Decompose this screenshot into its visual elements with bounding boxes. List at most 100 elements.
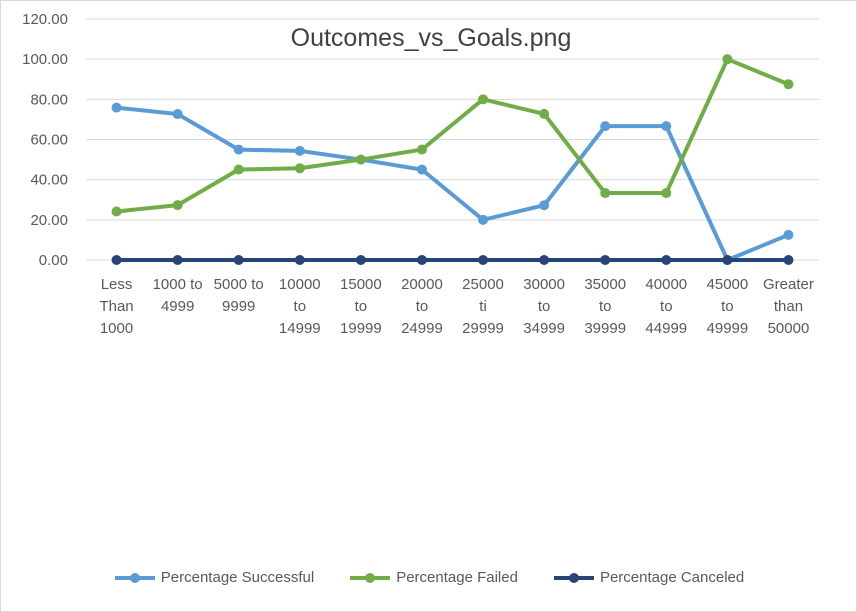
legend-item: Percentage Canceled	[552, 569, 744, 586]
y-tick-label: 60.00	[30, 132, 68, 149]
data-point-percentage-canceled	[416, 255, 427, 265]
x-tick-label-line: to	[538, 298, 551, 315]
data-point-percentage-failed	[783, 79, 794, 90]
data-point-percentage-successful	[416, 164, 427, 175]
x-tick-label-line: 1000 to	[153, 276, 203, 293]
x-tick-label-line: 24999	[401, 320, 443, 337]
x-tick-label-line: 5000 to	[214, 276, 264, 293]
x-tick-label-line: ti	[479, 298, 487, 315]
x-tick-label-line: 35000	[584, 276, 626, 293]
data-point-percentage-canceled	[233, 255, 244, 265]
data-point-percentage-successful	[478, 214, 489, 225]
data-point-percentage-successful	[233, 144, 244, 155]
data-point-percentage-failed	[233, 164, 244, 175]
x-tick-label: 25000 ti 29999	[462, 276, 504, 337]
data-point-percentage-canceled	[600, 255, 611, 265]
data-point-percentage-successful	[111, 102, 122, 113]
x-tick-label-line: than	[774, 298, 803, 315]
x-axis-tick-labels: Less Than 1000 1000 to 4999 5000 to 9999 10000 t…	[99, 276, 813, 337]
x-tick-label: 1000 to 4999	[153, 276, 203, 315]
x-tick-label-line: 45000	[707, 276, 749, 293]
data-point-percentage-successful	[294, 145, 305, 156]
data-point-percentage-failed	[661, 188, 672, 199]
x-tick-label-line: 29999	[462, 320, 504, 337]
x-tick-label: 20000 to 24999	[401, 276, 443, 337]
x-tick-label: 35000 to 39999	[584, 276, 626, 337]
x-tick-label: 10000 to 14999	[279, 276, 321, 337]
data-point-percentage-successful	[661, 121, 672, 132]
y-tick-label: 20.00	[30, 212, 68, 229]
legend-swatch	[350, 572, 391, 583]
series-percentage-failed	[111, 54, 794, 217]
series-percentage-canceled	[111, 255, 794, 265]
x-tick-label-line: 30000	[523, 276, 565, 293]
y-tick-label: 40.00	[30, 172, 68, 189]
legend-item: Percentage Successful	[113, 569, 314, 586]
x-tick-label-line: Less	[101, 276, 133, 293]
x-tick-label-line: 39999	[584, 320, 626, 337]
x-tick-label-line: 15000	[340, 276, 382, 293]
legend-swatch	[553, 572, 594, 583]
data-point-percentage-successful	[539, 200, 550, 211]
x-tick-label-line: 9999	[222, 298, 255, 315]
y-tick-label: 80.00	[30, 91, 68, 108]
line-chart: Outcomes_vs_Goals.png 0.00 20.00 40.00 60.0…	[22, 11, 819, 337]
legend-swatch-marker	[365, 572, 376, 583]
data-point-percentage-successful	[172, 109, 183, 120]
data-point-percentage-canceled	[111, 255, 122, 265]
legend-label: Percentage Canceled	[599, 569, 745, 586]
data-point-percentage-failed	[539, 108, 550, 119]
x-tick-label-line: 14999	[279, 320, 321, 337]
data-point-percentage-canceled	[539, 255, 550, 265]
data-point-percentage-canceled	[294, 255, 305, 265]
data-point-percentage-failed	[111, 206, 122, 217]
y-axis-tick-labels: 0.00 20.00 40.00 60.00 80.00 100.00 120.00	[22, 11, 68, 269]
x-tick-label-line: 4999	[161, 298, 194, 315]
x-tick-label-line: to	[355, 298, 368, 315]
x-tick-label-line: 40000	[645, 276, 687, 293]
x-tick-label: 15000 to 19999	[340, 276, 382, 337]
gridlines	[86, 18, 819, 261]
x-tick-label-line: 10000	[279, 276, 321, 293]
series-line-percentage-successful	[114, 105, 791, 262]
data-point-percentage-canceled	[172, 255, 183, 265]
x-tick-label-line: 34999	[523, 320, 565, 337]
x-tick-label: 5000 to 9999	[214, 276, 264, 315]
legend-item: Percentage Failed	[348, 569, 518, 586]
x-tick-label-line: to	[294, 298, 307, 315]
data-point-percentage-canceled	[478, 255, 489, 265]
legend-label: Percentage Failed	[396, 569, 518, 586]
data-point-percentage-successful	[783, 229, 794, 240]
data-point-percentage-failed	[294, 163, 305, 174]
series-line-percentage-failed	[114, 57, 791, 214]
x-tick-label-line: 44999	[645, 320, 687, 337]
data-point-percentage-successful	[600, 121, 611, 132]
x-tick-label: Greater than 50000	[763, 276, 814, 337]
legend-label: Percentage Successful	[160, 569, 315, 586]
x-tick-label-line: Than	[99, 298, 133, 315]
x-tick-label: 40000 to 44999	[645, 276, 687, 337]
data-point-percentage-canceled	[661, 255, 672, 265]
data-point-percentage-failed	[722, 54, 733, 65]
legend-swatch	[114, 572, 155, 583]
x-tick-label-line: Greater	[763, 276, 814, 293]
x-tick-label: 30000 to 34999	[523, 276, 565, 337]
chart-title: Outcomes_vs_Goals.png	[291, 24, 572, 52]
y-tick-label: 100.00	[22, 51, 68, 68]
chart-legend: Percentage Successful Percentage Failed Pe…	[1, 569, 856, 586]
data-point-percentage-canceled	[355, 255, 366, 265]
y-tick-label: 120.00	[22, 11, 68, 28]
series-percentage-successful	[111, 102, 794, 265]
x-tick-label-line: 49999	[707, 320, 749, 337]
x-tick-label-line: to	[416, 298, 429, 315]
x-tick-label-line: 20000	[401, 276, 443, 293]
data-point-percentage-canceled	[783, 255, 794, 265]
data-point-percentage-failed	[355, 154, 366, 165]
data-point-percentage-failed	[416, 144, 427, 155]
data-point-percentage-failed	[478, 94, 489, 105]
legend-swatch-marker	[129, 572, 140, 583]
data-point-percentage-canceled	[722, 255, 733, 265]
legend-swatch-marker	[568, 572, 579, 583]
x-tick-label-line: 19999	[340, 320, 382, 337]
